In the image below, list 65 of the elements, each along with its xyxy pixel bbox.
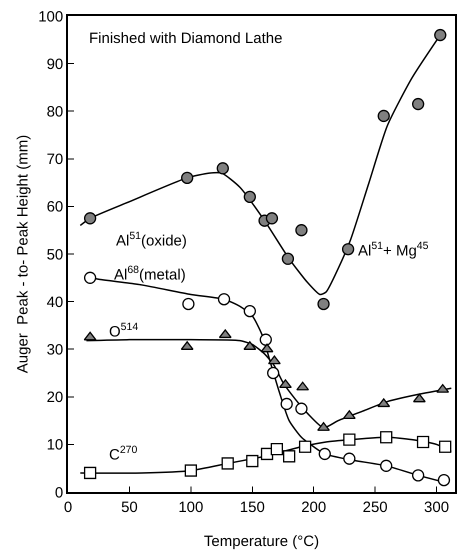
point	[298, 440, 312, 453]
point	[412, 469, 424, 482]
point	[216, 162, 229, 174]
point	[268, 355, 281, 364]
point	[416, 436, 430, 448]
point	[270, 443, 284, 456]
y-tick-label: 70	[46, 151, 64, 168]
point	[184, 464, 198, 477]
x-tick-label: 250	[362, 498, 388, 516]
point	[438, 474, 450, 486]
point	[378, 110, 390, 122]
point	[181, 172, 194, 184]
y-tick-label: 50	[46, 246, 64, 264]
point	[266, 212, 278, 224]
y-tick-label: 60	[46, 198, 64, 216]
point	[439, 440, 452, 453]
annotation: O$^{514}$	[109, 321, 138, 340]
point	[342, 243, 354, 256]
annotation: Al$^{51}$(oxide)	[116, 230, 187, 250]
point	[380, 431, 392, 444]
annotation: Al$^{68}$(metal)	[114, 264, 186, 284]
point	[222, 457, 234, 470]
point	[282, 450, 296, 462]
annotation: C$^{270}$	[109, 444, 138, 464]
point	[246, 454, 258, 468]
point	[318, 448, 331, 460]
point	[280, 398, 293, 410]
point	[84, 212, 96, 224]
point	[434, 28, 446, 42]
y-tick-label: 100	[38, 8, 64, 26]
x-tick-label: 150	[240, 498, 265, 516]
point	[317, 298, 330, 310]
point	[244, 190, 256, 204]
point	[380, 460, 392, 472]
point	[343, 452, 356, 465]
y-tick-label: 40	[46, 294, 64, 311]
x-tick-label: 300	[424, 498, 450, 516]
annotation: Al$^{51}$+ Mg$^{45}$	[358, 240, 429, 260]
point	[260, 334, 272, 346]
point	[279, 379, 292, 388]
point	[282, 252, 294, 265]
y-tick-label: 80	[46, 103, 64, 120]
point	[295, 224, 308, 236]
point	[267, 366, 280, 380]
point	[84, 272, 96, 284]
point	[218, 293, 230, 306]
point	[377, 398, 390, 408]
y-tick-label: 30	[46, 341, 64, 358]
y-tick-label: 20	[46, 389, 64, 406]
point	[412, 98, 424, 110]
x-tick-label: 50	[121, 498, 138, 516]
y-tick-label: 90	[46, 56, 64, 73]
y-axis-title: Auger Peak - to- Peak Height (mm)	[14, 134, 32, 374]
annotation: Finished with Diamond Lathe	[89, 30, 282, 47]
point	[84, 466, 96, 480]
y-tick-label: 0	[54, 484, 64, 502]
point	[343, 433, 356, 446]
point	[244, 304, 256, 318]
point	[295, 402, 308, 415]
point	[182, 298, 195, 310]
x-axis-title: Temperature (°C)	[204, 533, 320, 550]
y-tick-label: 10	[46, 436, 64, 454]
x-tick-label: 100	[178, 498, 204, 516]
x-tick-label: 200	[301, 498, 326, 516]
point	[218, 329, 232, 338]
